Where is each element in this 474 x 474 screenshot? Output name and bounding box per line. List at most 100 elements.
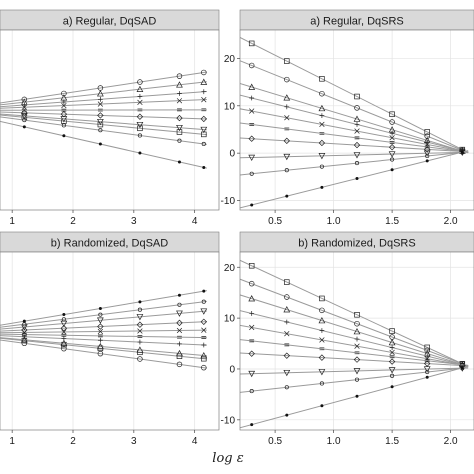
series-line [240,151,469,159]
data-point [176,73,183,79]
data-point [137,94,143,99]
data-point [319,381,324,386]
data-point [176,319,183,327]
data-point [283,137,290,145]
data-point [389,130,395,136]
data-point [283,306,291,313]
panel-2: a) Regular, DqSRS 0.5 1.0 1.5 2.0 -10 0 10 20 [221,9,474,227]
panel-1: a) Regular, DqSAD 1 2 3 4 [0,9,220,227]
data-point [61,102,67,109]
series-line [0,339,207,369]
series-line [240,367,469,375]
x-tick-label: 0.5 [268,436,282,447]
data-point [137,99,143,106]
data-point [318,139,326,147]
data-point [201,141,206,147]
data-point [248,280,255,287]
data-point [61,345,67,352]
data-point [353,152,361,159]
plot-frame [0,251,220,431]
data-point [20,113,28,120]
data-point [250,423,254,427]
data-point [424,360,431,367]
data-point [21,108,27,112]
data-point [136,314,144,321]
y-tick-label: 10 [224,101,236,112]
x-tick-label: 0.5 [268,216,282,227]
series-line [0,300,207,328]
data-point [353,356,361,363]
data-point [201,355,207,362]
x-tick-label: 1 [9,436,15,447]
data-point [248,295,256,302]
data-point [318,104,326,112]
data-point [60,116,68,123]
data-point [201,336,207,339]
panel-title: b) Randomized, DqSAD [51,238,168,250]
data-point [21,326,28,334]
data-point [354,93,360,100]
series-line [0,310,207,330]
data-point [249,171,254,176]
data-point [201,364,207,371]
data-point [22,118,27,123]
data-point [284,385,289,390]
data-point [62,313,66,317]
data-point [318,153,326,160]
data-point [355,394,359,398]
data-point [21,340,28,347]
data-point [389,111,395,117]
series-line [0,290,207,326]
data-point [354,320,360,327]
data-point [354,343,360,349]
data-point [137,307,142,312]
data-point [319,295,325,302]
data-point [390,157,395,162]
x-tick-label: 2 [70,436,76,447]
data-point [353,141,361,149]
data-point [320,185,324,189]
data-point [319,121,325,128]
data-point [248,350,255,357]
data-point [389,119,395,125]
series-line [0,71,207,104]
data-point [61,329,67,335]
data-point [283,153,291,161]
data-point [61,99,67,105]
data-point [138,300,142,304]
x-tick-label: 4 [192,436,198,447]
data-point [177,341,182,347]
data-point [354,136,360,140]
series-line [240,137,469,153]
data-point [284,58,290,64]
data-point [389,345,395,351]
data-point [177,108,182,112]
data-point [389,141,395,144]
data-point [61,333,67,337]
data-point [97,328,104,335]
data-point [460,366,464,370]
series-line [0,99,207,109]
data-point [353,115,361,122]
data-point [22,319,26,323]
data-point [319,337,325,343]
data-point [200,351,208,359]
series-line [240,60,469,154]
data-point [284,104,290,110]
data-point [98,128,103,133]
data-point [249,311,255,316]
series-line [0,116,207,145]
series-line [240,294,469,367]
data-point [319,113,325,119]
data-point [176,310,183,317]
data-point [98,306,102,310]
x-tick-label: 1.0 [327,436,341,447]
data-point [61,317,66,322]
data-point [96,317,104,324]
x-tick-label: 2 [70,216,76,227]
data-point [62,134,66,138]
data-point [424,344,430,351]
plot-frame [239,29,474,211]
data-point [390,373,395,378]
series-line [0,335,207,346]
